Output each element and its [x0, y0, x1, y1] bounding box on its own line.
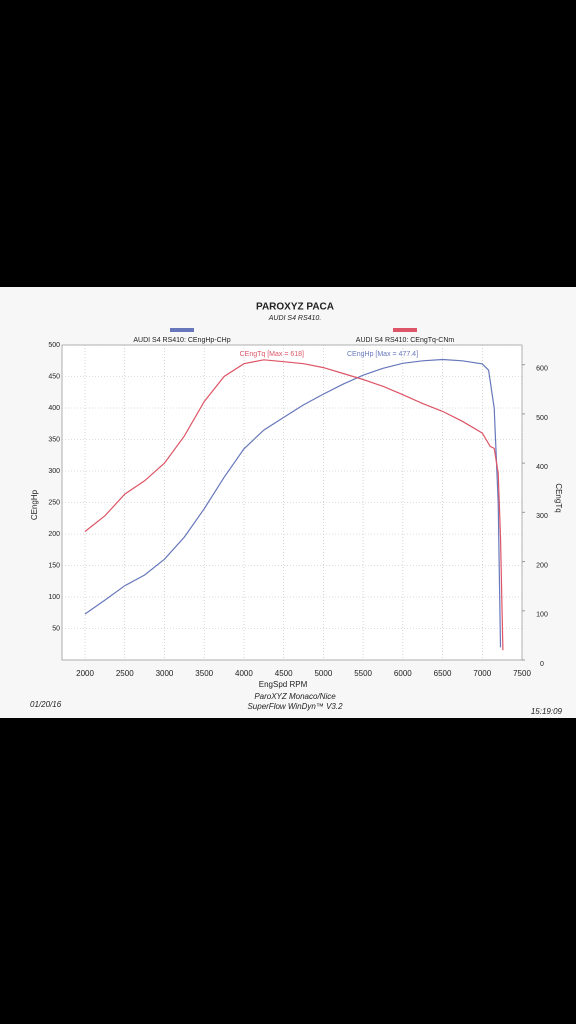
y2-tick-label: 400 [536, 464, 548, 471]
annotation: CEngTq [Max = 618] [240, 351, 304, 358]
date: 01/20/16 [30, 700, 62, 709]
y2-tick-label: 500 [536, 415, 548, 422]
plot-area [61, 344, 523, 661]
legend-label: AUDI S4 RS410: CEngHp-CHp [133, 337, 230, 344]
series-line [84, 359, 504, 651]
x-tick-label: 6000 [394, 669, 412, 678]
footer-line: SuperFlow WinDyn™ V3.2 [247, 702, 343, 711]
y2-tick-label: 200 [536, 562, 548, 569]
y-tick-label: 50 [52, 625, 60, 632]
y-tick-label: 200 [48, 531, 60, 538]
y-tick-label: 100 [48, 594, 60, 601]
x-axis-label: EngSpd RPM [259, 680, 308, 689]
legend-swatch [170, 328, 194, 332]
x-tick-label: 2000 [76, 669, 94, 678]
legend-swatch [393, 328, 417, 332]
y2-tick-label: 300 [536, 513, 548, 520]
series-line [84, 358, 502, 648]
chart-title: PAROXYZ PACA [256, 302, 334, 313]
chart-subtitle: AUDI S4 RS410. [268, 315, 322, 322]
y-tick-label: 350 [48, 436, 60, 443]
y-tick-label: 450 [48, 373, 60, 380]
y-tick-label: 300 [48, 468, 60, 475]
y2-axis-label: CEngTq [554, 483, 563, 512]
x-tick-label: 7000 [473, 669, 491, 678]
annotation: CEngHp [Max = 477.4] [347, 351, 418, 358]
y-tick-label: 250 [48, 499, 60, 506]
y-tick-label: 500 [48, 342, 60, 349]
y-tick-label: 400 [48, 405, 60, 412]
y-tick-label: 150 [48, 562, 60, 569]
footer-line: ParoXYZ Monaco/Nice [254, 692, 336, 701]
x-tick-label: 3000 [156, 669, 174, 678]
x-tick-label: 4500 [275, 669, 293, 678]
y-axis-label: CEngHp [30, 489, 39, 520]
x-tick-label: 2500 [116, 669, 134, 678]
y2-tick-label: 600 [536, 366, 548, 373]
x-tick-label: 6500 [434, 669, 452, 678]
x-tick-label: 7500 [513, 669, 531, 678]
x-tick-label: 4000 [235, 669, 253, 678]
legend-label: AUDI S4 RS410: CEngTq-CNm [356, 337, 455, 344]
y2-tick-label: 0 [540, 661, 544, 668]
y2-tick-label: 100 [536, 612, 548, 619]
time: 15:19:09 [531, 707, 563, 716]
x-tick-label: 3500 [195, 669, 213, 678]
x-tick-label: 5500 [354, 669, 372, 678]
x-tick-label: 5000 [314, 669, 332, 678]
